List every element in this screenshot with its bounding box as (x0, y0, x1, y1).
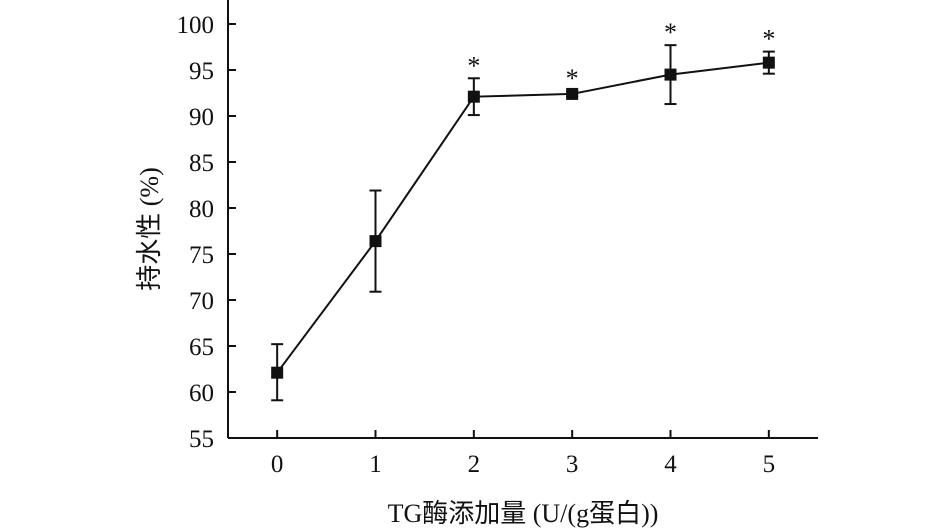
y-tick-label: 60 (189, 380, 214, 407)
y-tick-label: 75 (189, 242, 214, 269)
y-tick-label: 85 (189, 150, 214, 177)
y-tick-label: 95 (189, 58, 214, 85)
significance-marker: * (566, 64, 579, 93)
significance-marker: * (664, 18, 677, 47)
x-tick-label: 1 (369, 451, 382, 478)
data-point (664, 68, 677, 81)
x-tick-label: 5 (763, 451, 776, 478)
series-line (276, 61, 769, 374)
annotations: * * * * (467, 18, 775, 93)
data-point (762, 56, 775, 69)
ticks: 55 60 65 70 75 80 85 90 95 100 0 1 2 3 4 5 (177, 12, 776, 478)
significance-marker: * (762, 25, 775, 54)
y-tick-label: 65 (189, 334, 214, 361)
data-point (271, 366, 284, 379)
y-axis-label: 持水性 (%) (135, 167, 164, 290)
data-series (271, 44, 775, 402)
x-tick-label: 0 (271, 451, 284, 478)
axes (227, 0, 818, 439)
y-tick-label: 100 (177, 12, 215, 39)
y-tick-label: 70 (189, 288, 214, 315)
y-tick-label: 55 (189, 426, 214, 453)
data-point (369, 235, 382, 248)
x-tick-label: 3 (566, 451, 579, 478)
y-tick-label: 80 (189, 196, 214, 223)
data-point (467, 90, 480, 103)
x-tick-label: 4 (664, 451, 677, 478)
significance-marker: * (467, 51, 480, 80)
y-tick-label: 90 (189, 104, 214, 131)
x-tick-label: 2 (468, 451, 481, 478)
data-point (566, 87, 579, 100)
x-axis-label: TG酶添加量 (U/(g蛋白)) (388, 499, 659, 528)
